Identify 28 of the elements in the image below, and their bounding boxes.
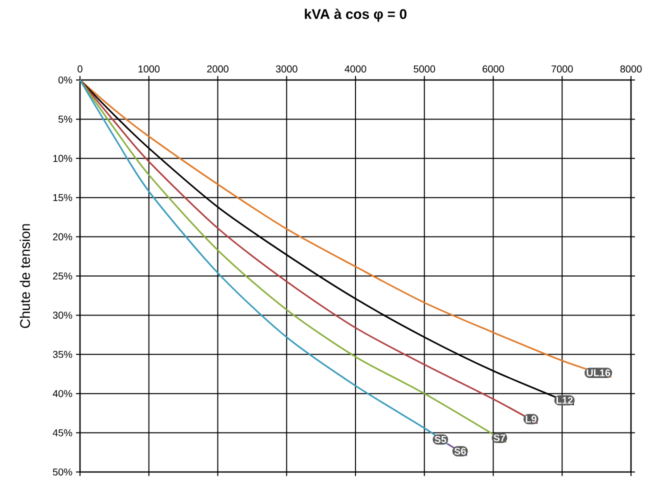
series-label: L12 — [556, 396, 573, 404]
x-tick-label: 3000 — [276, 65, 298, 72]
series-label: S5 — [434, 436, 446, 443]
y-tick-label: 0% — [58, 76, 72, 84]
y-tick-label: 25% — [53, 272, 72, 280]
chart-title: kVA à cos φ = 0 — [304, 8, 406, 22]
y-tick-label: 50% — [52, 468, 72, 476]
series-label: L9 — [526, 416, 536, 423]
x-tick-label: 7000 — [552, 65, 573, 72]
y-tick-label: 15% — [53, 194, 72, 202]
x-tick-label: 0 — [78, 65, 82, 72]
y-tick-label: 10% — [53, 154, 72, 162]
x-tick-label: 4000 — [344, 65, 366, 72]
x-tick-label: 6000 — [482, 65, 504, 72]
series-label: UL16 — [586, 369, 610, 376]
x-tick-label: 8000 — [620, 65, 642, 72]
series-label: S6 — [454, 448, 466, 455]
y-tick-label: 45% — [52, 429, 72, 436]
series-label: S7 — [494, 434, 506, 442]
x-tick-label: 5000 — [414, 65, 436, 72]
y-tick-label: 40% — [52, 390, 72, 398]
y-tick-label: 20% — [53, 233, 72, 240]
y-tick-label: 30% — [52, 312, 72, 319]
y-axis-title: Chute de tension — [20, 224, 30, 328]
x-tick-label: 2000 — [207, 65, 228, 72]
y-tick-label: 35% — [52, 350, 72, 358]
y-tick-label: 5% — [58, 116, 72, 123]
x-tick-label: 1000 — [138, 65, 160, 72]
